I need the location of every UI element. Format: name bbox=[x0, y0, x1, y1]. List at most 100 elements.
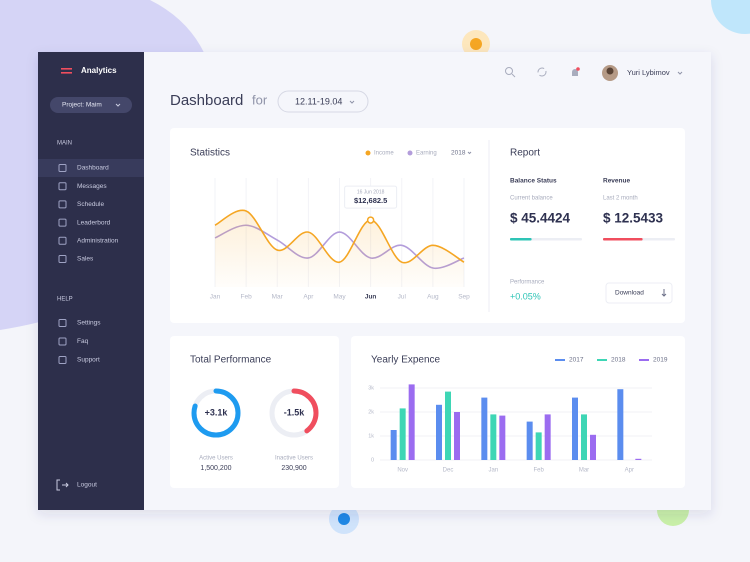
y-tick-label: 2k bbox=[368, 409, 374, 415]
bar bbox=[390, 430, 397, 460]
nav-item[interactable]: Settings bbox=[77, 320, 101, 327]
progress-bar bbox=[603, 238, 643, 241]
bar bbox=[617, 389, 624, 460]
project-select[interactable] bbox=[50, 97, 132, 113]
legend-label: Income bbox=[374, 151, 394, 157]
y-tick-label: 3k bbox=[368, 385, 374, 391]
year-select[interactable]: 2018 bbox=[451, 150, 466, 157]
tooltip-value: $12,682.5 bbox=[354, 196, 387, 205]
search-icon[interactable] bbox=[505, 67, 516, 78]
active-item bbox=[38, 159, 144, 177]
bar bbox=[572, 397, 578, 460]
gauge-count: 1,500,200 bbox=[200, 465, 231, 472]
nav-icon bbox=[58, 182, 67, 191]
caret bbox=[115, 103, 121, 107]
avatar bbox=[606, 67, 614, 75]
nav-item[interactable]: Schedule bbox=[77, 201, 104, 208]
gauge-arc bbox=[269, 388, 319, 438]
nav-item[interactable]: Leaderbord bbox=[77, 219, 111, 226]
x-tick-label: Apr bbox=[625, 468, 634, 474]
x-tick-label: Jun bbox=[365, 294, 377, 301]
card-title: Statistics bbox=[190, 148, 230, 159]
tooltip-date: 16 Jun 2018 bbox=[357, 189, 385, 195]
bar bbox=[544, 414, 551, 460]
x-tick-label: Aug bbox=[427, 294, 439, 301]
nav-icon bbox=[58, 200, 67, 209]
gauge-count: 230,900 bbox=[281, 465, 306, 472]
report-heading: Revenue bbox=[603, 178, 630, 185]
point bbox=[366, 216, 375, 224]
menu-icon[interactable] bbox=[61, 68, 72, 74]
card-title: Yearly Expence bbox=[371, 355, 441, 366]
gauge-arc bbox=[191, 388, 241, 438]
legend-swatch bbox=[365, 150, 371, 156]
x-tick-label: Jan bbox=[488, 468, 498, 474]
bar bbox=[490, 414, 497, 460]
line bbox=[214, 209, 465, 264]
x-tick-label: Mar bbox=[579, 468, 589, 474]
nav-item[interactable]: Messages bbox=[77, 183, 107, 190]
caret bbox=[349, 100, 355, 104]
x-tick-label: Dec bbox=[443, 468, 454, 474]
nav-item[interactable]: Sales bbox=[77, 256, 94, 263]
report-heading: Balance Status bbox=[510, 178, 557, 185]
brand: Analytics bbox=[81, 66, 117, 75]
download-label: Download bbox=[615, 290, 644, 297]
download-icon bbox=[661, 289, 667, 297]
nav-icon bbox=[58, 356, 67, 364]
caret bbox=[677, 71, 683, 75]
refresh-icon[interactable] bbox=[537, 67, 547, 77]
nav-item[interactable]: Dashboard bbox=[77, 165, 109, 172]
x-tick-label: Sep bbox=[458, 294, 470, 301]
report-caption: Current balance bbox=[510, 196, 553, 202]
download-button[interactable] bbox=[605, 282, 673, 304]
section-heading: MAIN bbox=[57, 141, 72, 147]
card bbox=[170, 336, 339, 488]
y-tick-label: 1k bbox=[368, 433, 374, 439]
section-heading: HELP bbox=[57, 297, 73, 303]
report-caption: Last 2 month bbox=[603, 196, 638, 202]
user-name[interactable]: Yuri Lybimov bbox=[627, 68, 670, 77]
date-select[interactable] bbox=[277, 90, 369, 113]
bar bbox=[399, 408, 406, 460]
bar bbox=[445, 391, 451, 460]
x-tick-label: Apr bbox=[303, 294, 314, 301]
tooltip bbox=[344, 185, 398, 209]
nav-icon bbox=[58, 164, 67, 172]
x-tick-label: Nov bbox=[397, 468, 408, 474]
logout[interactable]: Logout bbox=[77, 482, 97, 489]
bar bbox=[454, 412, 460, 460]
nav-icon bbox=[58, 236, 67, 245]
project-label: Project: Maim bbox=[62, 102, 102, 109]
bar bbox=[436, 404, 442, 460]
performance-value: +0.05% bbox=[510, 291, 541, 301]
x-tick-label: Feb bbox=[241, 294, 253, 301]
for-label: for bbox=[252, 92, 268, 107]
notification-icon[interactable] bbox=[572, 67, 580, 76]
nav-item[interactable]: Faq bbox=[77, 338, 89, 345]
bg-dot bbox=[470, 38, 482, 50]
logout-icon bbox=[56, 479, 69, 491]
x-tick-label: May bbox=[333, 294, 346, 301]
legend-label: 2017 bbox=[569, 357, 584, 364]
bar bbox=[481, 397, 488, 460]
card-title: Total Performance bbox=[190, 355, 272, 366]
nav-item[interactable]: Support bbox=[77, 357, 100, 364]
bg-circle bbox=[711, 0, 750, 34]
caret bbox=[467, 151, 472, 155]
x-tick-label: Mar bbox=[272, 294, 284, 301]
bar bbox=[635, 458, 642, 460]
bg-dot bbox=[338, 513, 350, 525]
x-tick-label: Jul bbox=[398, 294, 407, 301]
report-amount: $ 12.5433 bbox=[603, 211, 664, 226]
bar bbox=[499, 415, 506, 460]
nav-icon bbox=[58, 255, 67, 263]
progress-bar bbox=[510, 238, 532, 241]
x-tick-label: Feb bbox=[533, 468, 544, 474]
legend-label: Earning bbox=[416, 151, 437, 157]
bar bbox=[535, 432, 542, 460]
bar bbox=[408, 384, 415, 460]
nav-item[interactable]: Administration bbox=[77, 238, 119, 245]
page-title: Dashboard bbox=[170, 92, 243, 109]
area bbox=[215, 210, 464, 287]
